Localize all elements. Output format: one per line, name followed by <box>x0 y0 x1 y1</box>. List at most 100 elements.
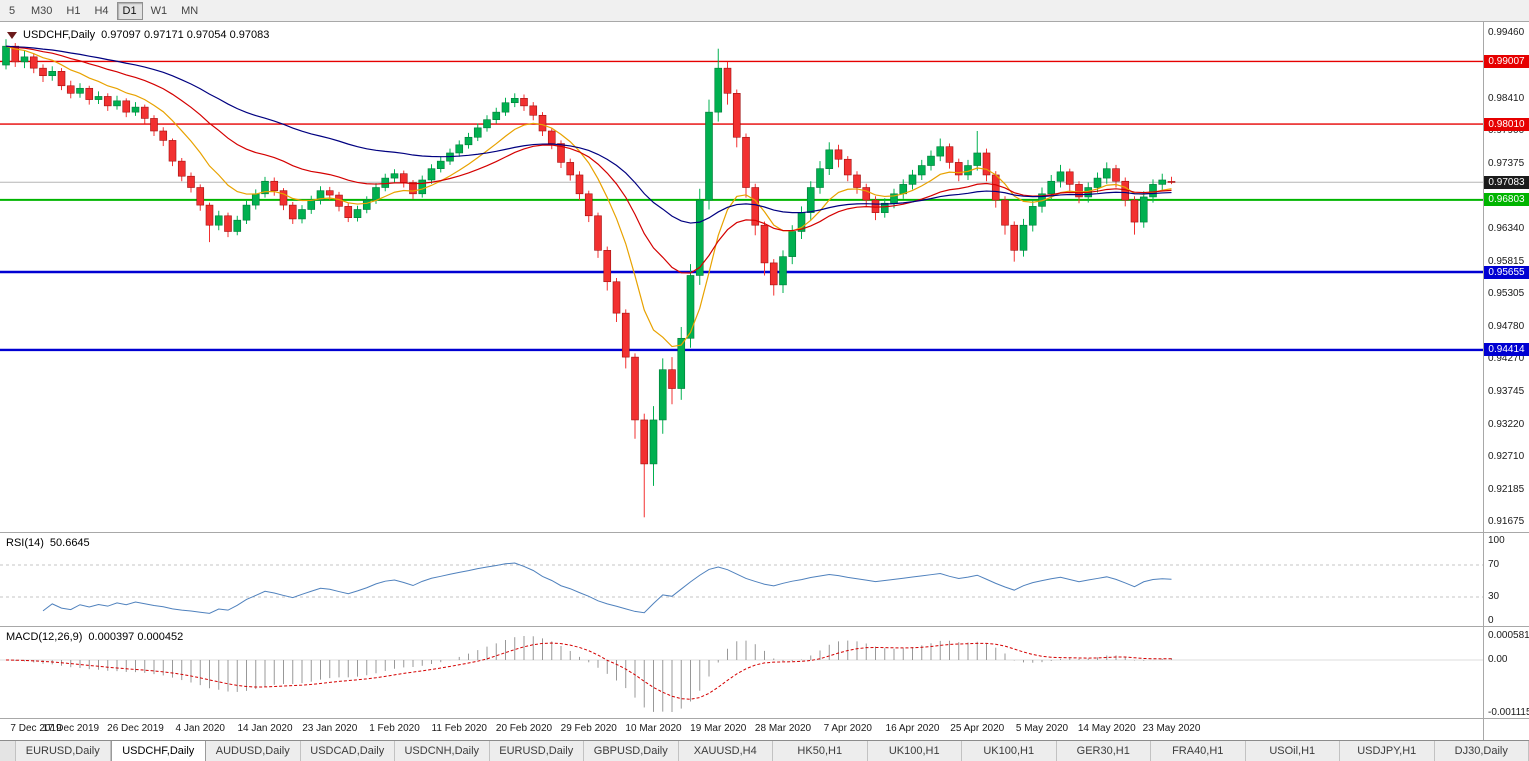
candle <box>214 210 223 231</box>
candle <box>492 107 501 124</box>
candle <box>806 181 815 221</box>
candle <box>945 143 954 169</box>
chart-tab-dj30-daily[interactable]: DJ30,Daily <box>1434 741 1529 761</box>
price-level-tag: 0.95655 <box>1484 265 1529 279</box>
date-axis-label: 7 Apr 2020 <box>823 723 872 734</box>
timeframe-toolbar: 5 M30 H1 H4 D1 W1 MN <box>0 0 1529 22</box>
chart-tab-eurusd-daily[interactable]: EURUSD,Daily <box>16 741 111 761</box>
date-axis-label: 11 Feb 2020 <box>431 723 487 734</box>
candle <box>1028 200 1037 232</box>
candle <box>399 170 408 188</box>
candle <box>436 156 445 173</box>
timeframe-button-h4[interactable]: H4 <box>94 4 109 17</box>
chart-tab-usdchf-daily[interactable]: USDCHF,Daily <box>110 741 206 761</box>
date-axis-label: 28 Mar 2020 <box>754 723 812 734</box>
chart-tab-xauusd-h4[interactable]: XAUUSD,H4 <box>678 741 773 761</box>
chart-tab-fra40-h1[interactable]: FRA40,H1 <box>1151 741 1246 761</box>
candle <box>1038 187 1046 213</box>
date-axis-label: 23 May 2020 <box>1142 723 1201 734</box>
rsi-chart[interactable] <box>0 533 1483 626</box>
chart-tab-uk100-h1[interactable]: UK100,H1 <box>867 741 962 761</box>
price-chart-panel: 0.994600.984100.979000.973750.963400.958… <box>0 22 1529 532</box>
chart-tab-uk100-h1[interactable]: UK100,H1 <box>962 741 1057 761</box>
candle <box>224 212 232 238</box>
chart-tab-usoil-h1[interactable]: USOil,H1 <box>1245 741 1340 761</box>
tabbar-scroll-stub[interactable] <box>0 741 16 761</box>
rsi-axis-label: 30 <box>1488 591 1500 602</box>
candle <box>261 176 269 198</box>
chart-tab-audusd-daily[interactable]: AUDUSD,Daily <box>206 741 301 761</box>
chart-tab-hk50-h1[interactable]: HK50,H1 <box>773 741 868 761</box>
chart-tab-usdcad-daily[interactable]: USDCAD,Daily <box>300 741 395 761</box>
candle <box>1019 218 1028 257</box>
timeframe-button-5[interactable]: 5 <box>8 4 16 17</box>
chart-tab-ger30-h1[interactable]: GER30,H1 <box>1056 741 1151 761</box>
ma-line-10 <box>5 45 1172 348</box>
chart-symbol-title: USDCHF,Daily <box>23 29 96 41</box>
candle <box>381 173 390 192</box>
macd-axis[interactable]: 0.0005818 0.00 -0.0011151 <box>1483 627 1529 718</box>
timeframe-button-w1[interactable]: W1 <box>150 4 168 17</box>
candle <box>880 198 889 218</box>
candle <box>1065 168 1074 191</box>
candle <box>936 138 945 162</box>
candle <box>168 138 177 167</box>
price-axis-label: 0.93745 <box>1488 385 1525 397</box>
candle <box>538 112 547 137</box>
candle <box>510 93 519 108</box>
candle <box>529 102 538 121</box>
timeframe-button-h1[interactable]: H1 <box>66 4 81 17</box>
candle <box>464 132 473 149</box>
rsi-label: RSI(14) <box>6 537 44 549</box>
candle <box>594 212 602 258</box>
candle <box>816 161 824 194</box>
candle <box>103 93 112 111</box>
macd-value: 0.000397 0.000452 <box>88 631 184 643</box>
candle <box>853 171 861 194</box>
chart-tab-gbpusd-daily[interactable]: GBPUSD,Daily <box>584 741 679 761</box>
candle <box>159 127 168 147</box>
chart-tab-usdjpy-h1[interactable]: USDJPY,H1 <box>1340 741 1435 761</box>
price-axis-label: 0.98410 <box>1488 92 1525 104</box>
price-level-tag: 0.94414 <box>1484 343 1529 357</box>
candle <box>150 115 158 137</box>
candle <box>455 140 464 157</box>
macd-axis-label: 0.00 <box>1488 654 1508 665</box>
candle <box>187 172 195 193</box>
candle <box>871 196 880 221</box>
macd-chart[interactable] <box>0 627 1483 718</box>
candle <box>140 104 149 124</box>
candlestick-chart[interactable] <box>0 22 1483 532</box>
chart-tab-eurusd-daily[interactable]: EURUSD,Daily <box>489 741 584 761</box>
candle <box>177 158 186 182</box>
candle <box>742 133 750 198</box>
rsi-axis[interactable]: 100 70 30 0 <box>1483 533 1529 626</box>
timeframe-button-m30[interactable]: M30 <box>31 4 53 17</box>
price-level-tag: 0.98010 <box>1484 117 1529 131</box>
candle <box>566 158 575 181</box>
candle <box>1001 196 1009 235</box>
macd-axis-label: -0.0011151 <box>1488 707 1529 718</box>
candle <box>1167 176 1176 185</box>
macd-histogram <box>14 636 1172 712</box>
candle <box>760 221 769 276</box>
price-axis-label: 0.99460 <box>1488 26 1525 38</box>
timeframe-button-mn[interactable]: MN <box>181 4 199 17</box>
candle <box>1102 162 1111 184</box>
date-axis-label: 17 Dec 2019 <box>42 723 100 734</box>
date-axis-label: 7 Dec 2019 <box>10 723 62 734</box>
candle <box>20 50 29 69</box>
price-axis-label: 0.94270 <box>1488 353 1525 364</box>
candle <box>1112 164 1120 188</box>
candle <box>520 94 528 111</box>
candle <box>427 164 436 184</box>
chart-tab-usdcnh-daily[interactable]: USDCNH,Daily <box>395 741 490 761</box>
candle <box>409 179 417 199</box>
candle <box>1158 173 1167 191</box>
timeframe-button-d1[interactable]: D1 <box>116 1 143 20</box>
time-axis[interactable]: 7 Dec 2019 17 Dec 2019 26 Dec 2019 4 Jan 20… <box>0 718 1529 740</box>
chart-header: USDCHF,Daily 0.97097 0.97171 0.97054 0.9… <box>7 29 269 41</box>
date-axis-label: 16 Apr 2020 <box>885 723 940 734</box>
price-level-tag: 0.96803 <box>1484 193 1529 207</box>
